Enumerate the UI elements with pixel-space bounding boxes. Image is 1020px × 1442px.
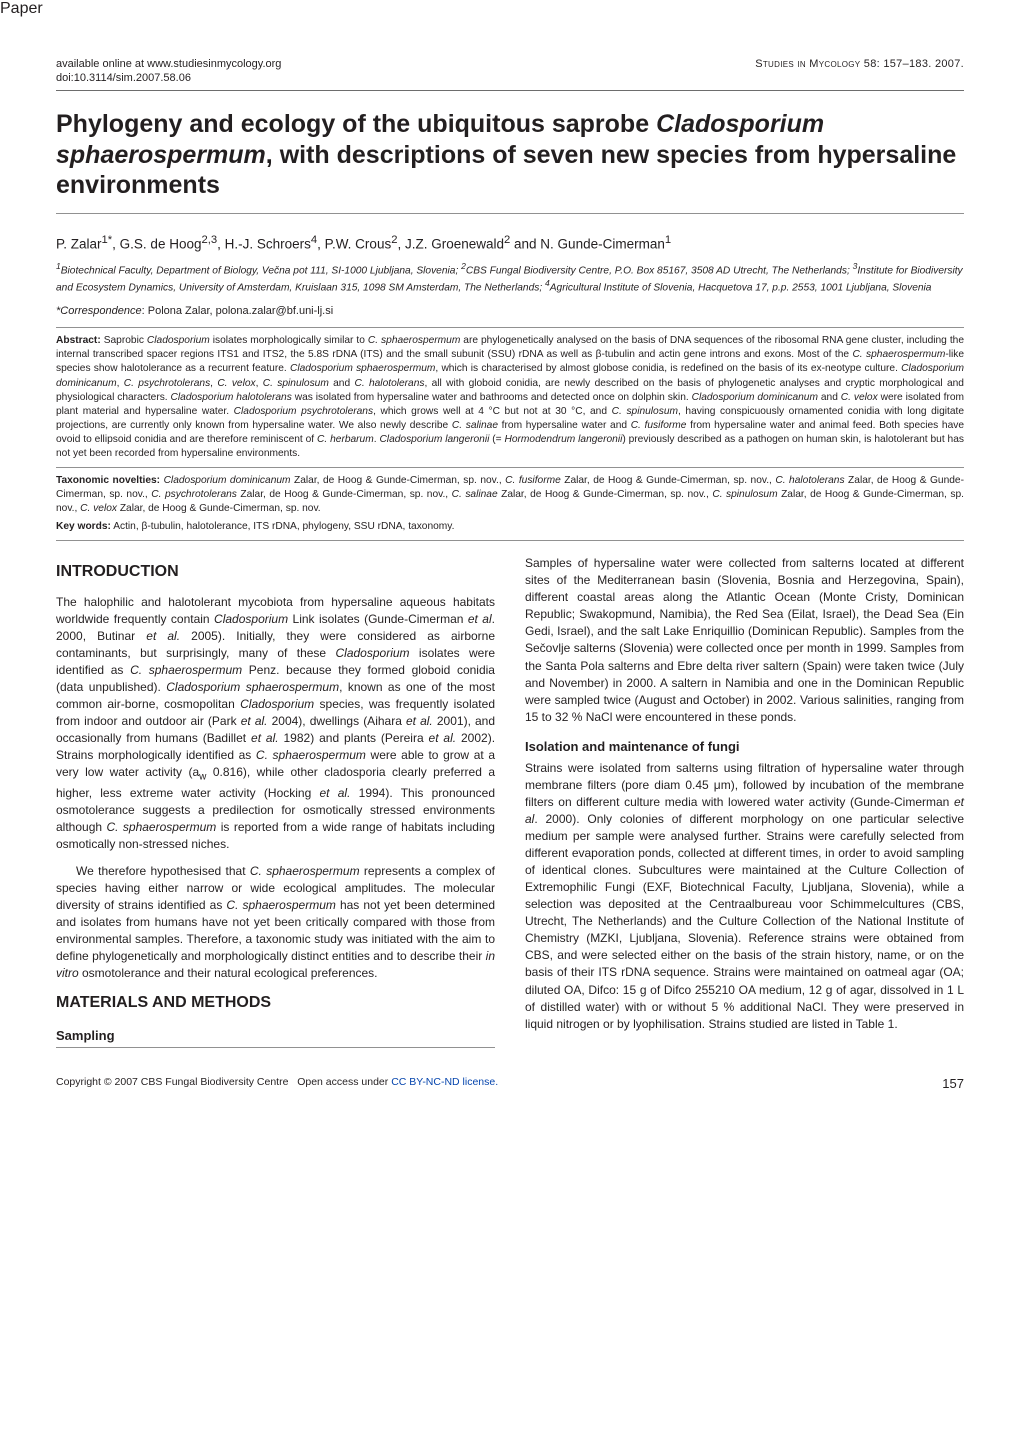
novelties-label: Taxonomic novelties:: [56, 475, 160, 486]
rule-after-abstract: [56, 467, 964, 468]
footer-left: Copyright © 2007 CBS Fungal Biodiversity…: [56, 1076, 498, 1091]
sampling-p1: Samples of hypersaline water were collec…: [525, 555, 964, 725]
column-right: Samples of hypersaline water were collec…: [525, 555, 964, 1054]
author-line: P. Zalar1*, G.S. de Hoog2,3, H.-J. Schro…: [56, 234, 964, 252]
rule-under-sampling: [56, 1047, 495, 1048]
keywords-text: Actin, β-tubulin, halotolerance, ITS rDN…: [113, 521, 454, 532]
abstract-label: Abstract:: [56, 335, 101, 346]
abstract-block: Abstract: Saprobic Cladosporium isolates…: [56, 334, 964, 461]
page-footer: Copyright © 2007 CBS Fungal Biodiversity…: [56, 1076, 964, 1091]
keywords-label: Key words:: [56, 521, 111, 532]
subhead-sampling: Sampling: [56, 1027, 495, 1045]
license-link[interactable]: CC BY-NC-ND license.: [391, 1076, 498, 1088]
page-number: 157: [942, 1076, 964, 1091]
keywords-line: Key words: Actin, β-tubulin, halotoleran…: [56, 520, 964, 534]
correspondence-text: Polona Zalar, polona.zalar@bf.uni-lj.si: [148, 305, 333, 317]
license-prefix: Open access under: [297, 1076, 391, 1088]
header-left: available online at www.studiesinmycolog…: [56, 58, 281, 70]
doi-line: doi:10.3114/sim.2007.58.06: [56, 72, 964, 84]
novelties-text: Cladosporium dominicanum Zalar, de Hoog …: [56, 475, 964, 514]
header-right: Studies in Mycology 58: 157–183. 2007.: [755, 58, 964, 70]
rule-after-keywords: [56, 540, 964, 541]
rule-after-title: [56, 213, 964, 214]
intro-p1: The halophilic and halotolerant mycobiot…: [56, 594, 495, 853]
section-head-introduction: INTRODUCTION: [56, 561, 495, 584]
column-left: INTRODUCTION The halophilic and halotole…: [56, 555, 495, 1054]
taxonomic-novelties: Taxonomic novelties: Cladosporium domini…: [56, 474, 964, 516]
title-text: Phylogeny and ecology of the ubiquitous …: [56, 110, 956, 199]
license-wrap: Open access under CC BY-NC-ND license.: [297, 1076, 498, 1088]
abstract-text: Saprobic Cladosporium isolates morpholog…: [56, 335, 964, 459]
rule-before-abstract: [56, 327, 964, 328]
isolation-p1: Strains were isolated from salterns usin…: [525, 760, 964, 1033]
section-head-materials: MATERIALS AND METHODS: [56, 992, 495, 1015]
subhead-isolation: Isolation and maintenance of fungi: [525, 738, 964, 756]
rule-top: [56, 90, 964, 91]
affiliations: 1Biotechnical Faculty, Department of Bio…: [56, 261, 964, 295]
correspondence-label: *Correspondence: [56, 305, 142, 317]
page-root: available online at www.studiesinmycolog…: [0, 18, 1020, 1147]
running-header: available online at www.studiesinmycolog…: [56, 58, 964, 70]
correspondence: *Correspondence: Polona Zalar, polona.za…: [56, 305, 964, 317]
article-title: Phylogeny and ecology of the ubiquitous …: [56, 109, 964, 201]
copyright-text: Copyright © 2007 CBS Fungal Biodiversity…: [56, 1076, 288, 1088]
body-columns: INTRODUCTION The halophilic and halotole…: [56, 555, 964, 1054]
intro-p2: We therefore hypothesised that C. sphaer…: [56, 863, 495, 982]
